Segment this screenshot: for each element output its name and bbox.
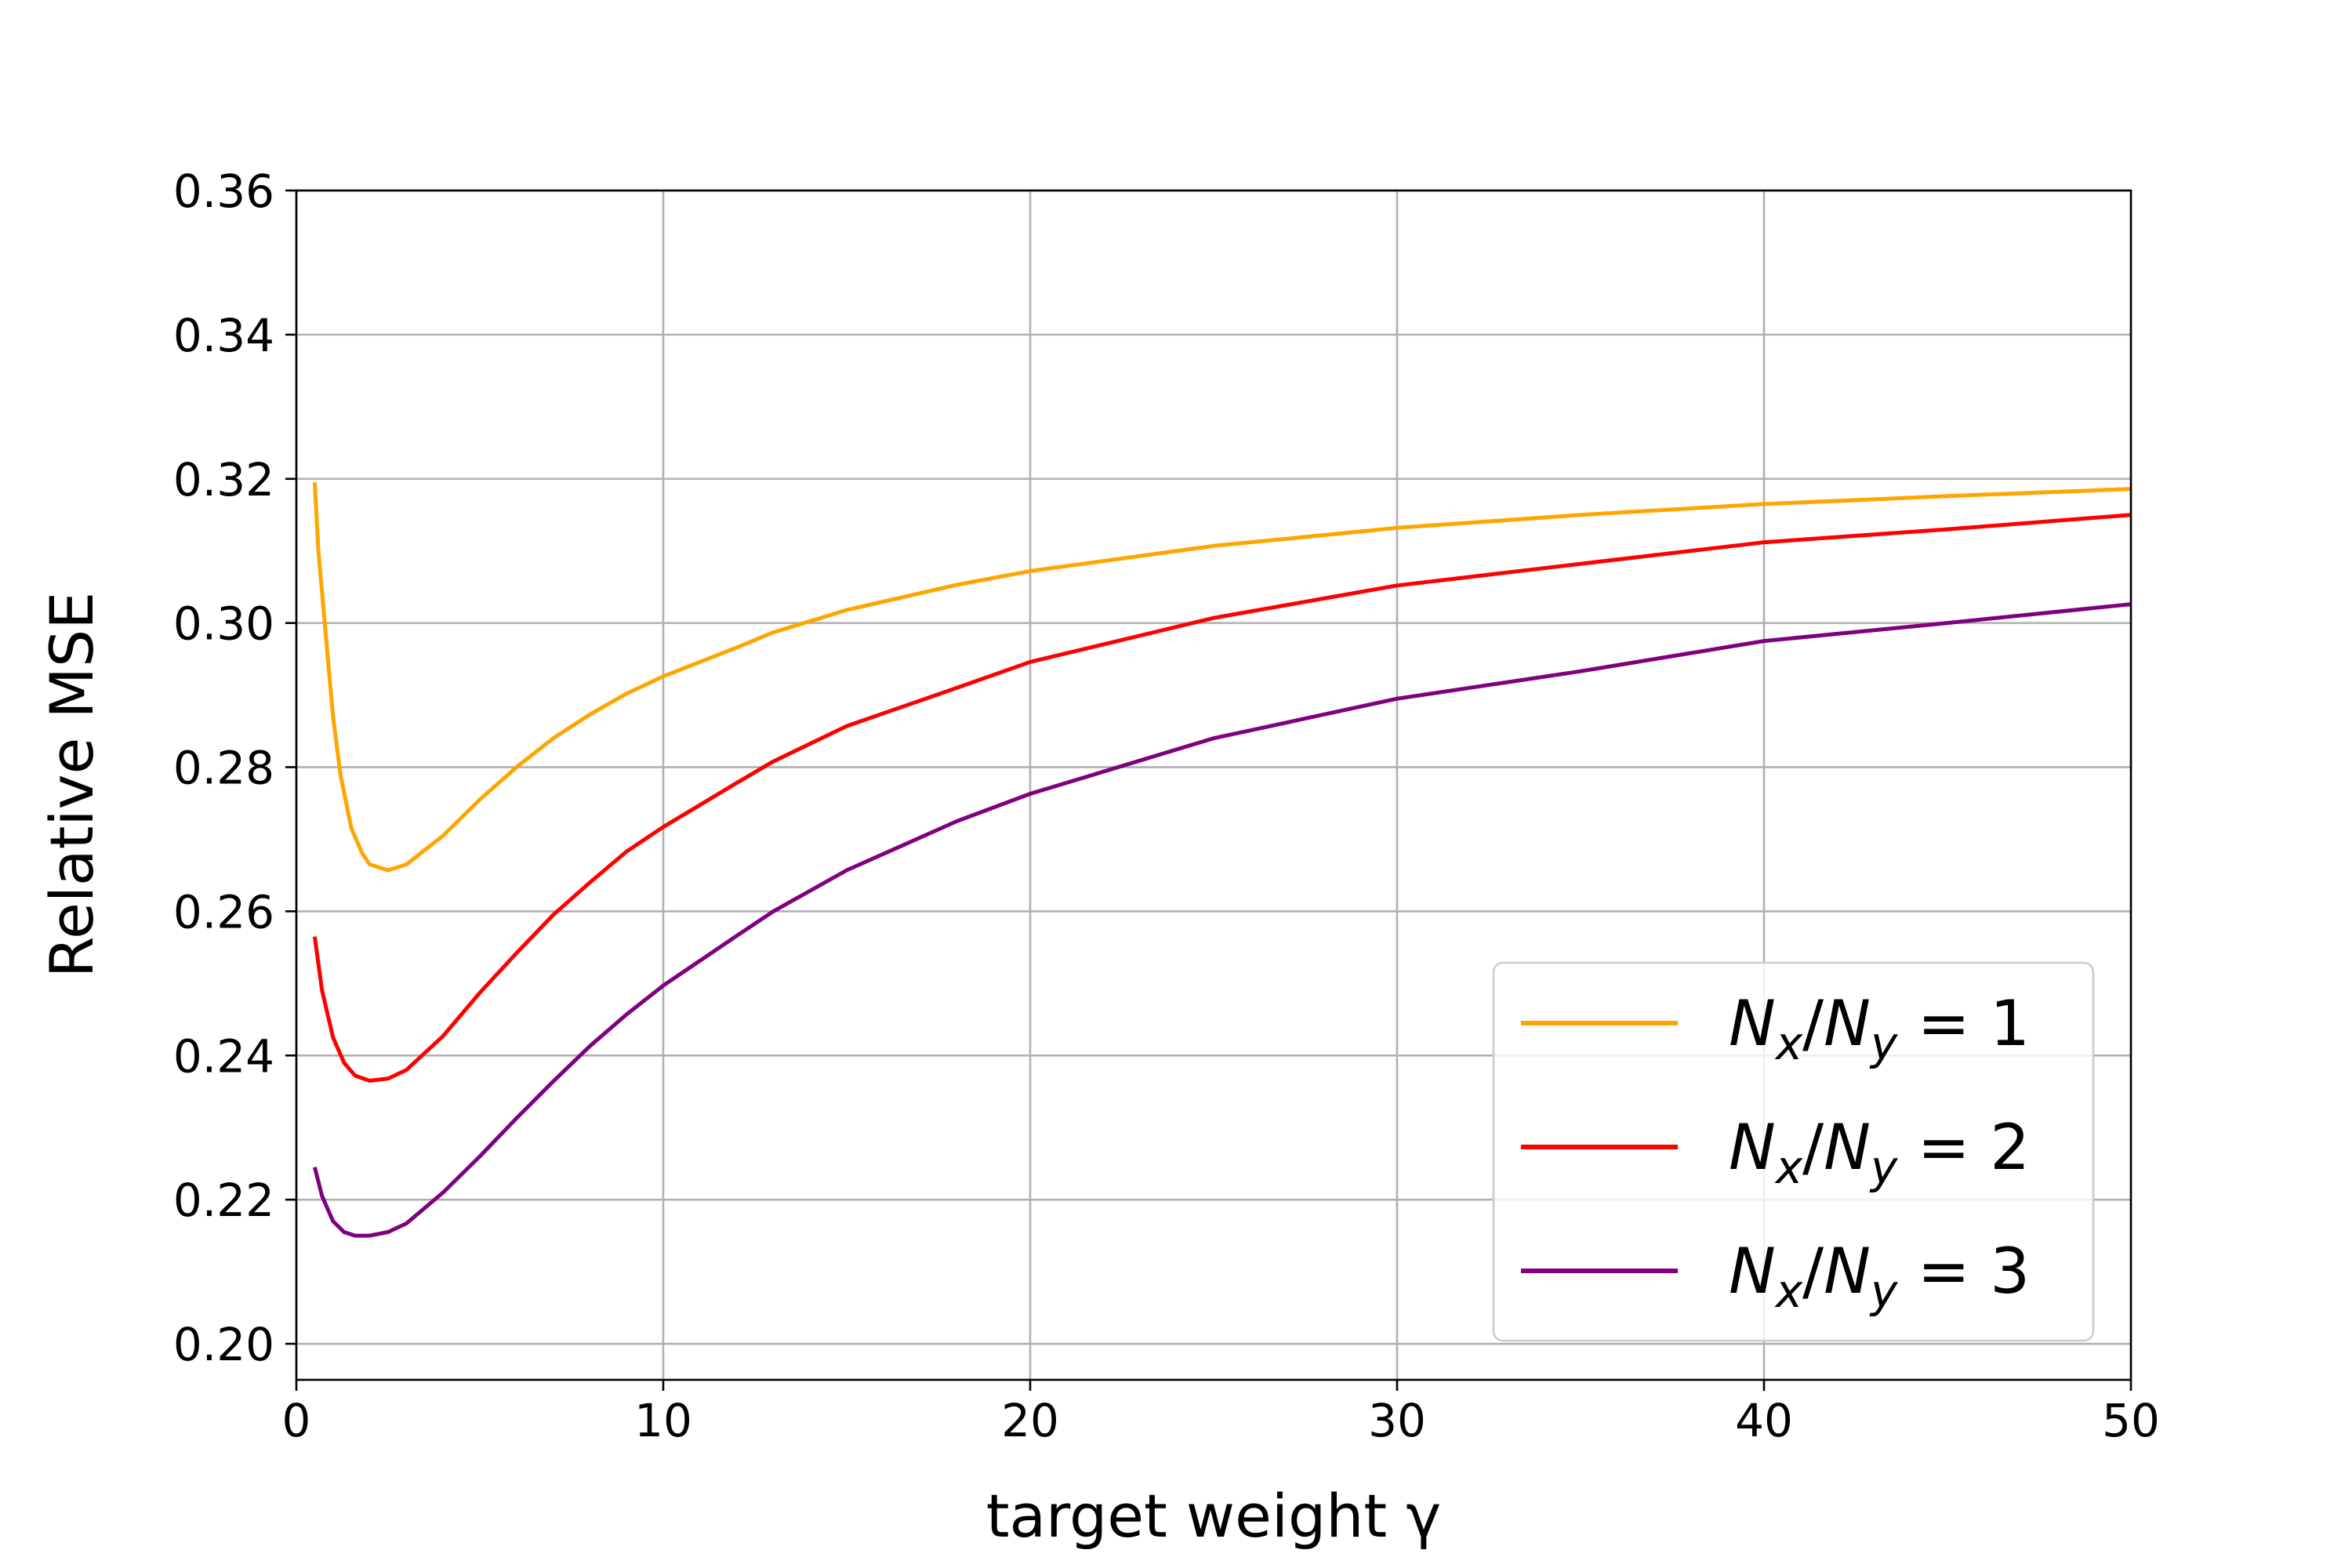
legend-label-2: Nx/Ny = 2 — [1729, 1111, 2030, 1194]
x-tick-label-3: 30 — [1368, 1394, 1426, 1447]
y-tick-label-5: 0.30 — [173, 597, 274, 651]
y-tick-label-1: 0.22 — [173, 1174, 274, 1227]
series-lines — [312, 482, 2132, 1238]
legend-box — [1492, 961, 2095, 1342]
series-line-1 — [312, 482, 2132, 873]
tick-labels: 0 10 20 30 40 50 0.20 0.22 0.24 0.26 0.28 0.30 0.32 0… — [173, 165, 2160, 1447]
y-tick-label-4: 0.28 — [173, 742, 274, 795]
y-tick-label-8: 0.36 — [173, 165, 274, 218]
x-tick-label-2: 20 — [1001, 1394, 1059, 1447]
series-line-2 — [312, 513, 2132, 1083]
x-axis-label: target weight γ — [986, 1481, 1442, 1551]
y-tick-label-3: 0.26 — [173, 885, 274, 938]
x-tick-label-5: 50 — [2102, 1394, 2160, 1447]
y-axis-label: Relative MSE — [37, 592, 107, 978]
legend: Nx/Ny = 1 Nx/Ny = 2 Nx/Ny = 3 — [1492, 961, 2095, 1342]
x-tick-label-0: 0 — [282, 1394, 311, 1447]
x-tick-label-1: 10 — [634, 1394, 692, 1447]
axis-ticks — [285, 189, 2132, 1391]
legend-label-3: Nx/Ny = 3 — [1729, 1235, 2030, 1318]
y-tick-label-7: 0.34 — [173, 309, 274, 362]
x-tick-label-4: 40 — [1735, 1394, 1793, 1447]
y-tick-label-0: 0.20 — [173, 1318, 274, 1371]
y-tick-label-2: 0.24 — [173, 1029, 274, 1083]
y-tick-label-6: 0.32 — [173, 453, 274, 506]
series-line-3 — [312, 602, 2132, 1238]
legend-label-1: Nx/Ny = 1 — [1729, 987, 2030, 1070]
plot-frame — [295, 189, 2132, 1381]
